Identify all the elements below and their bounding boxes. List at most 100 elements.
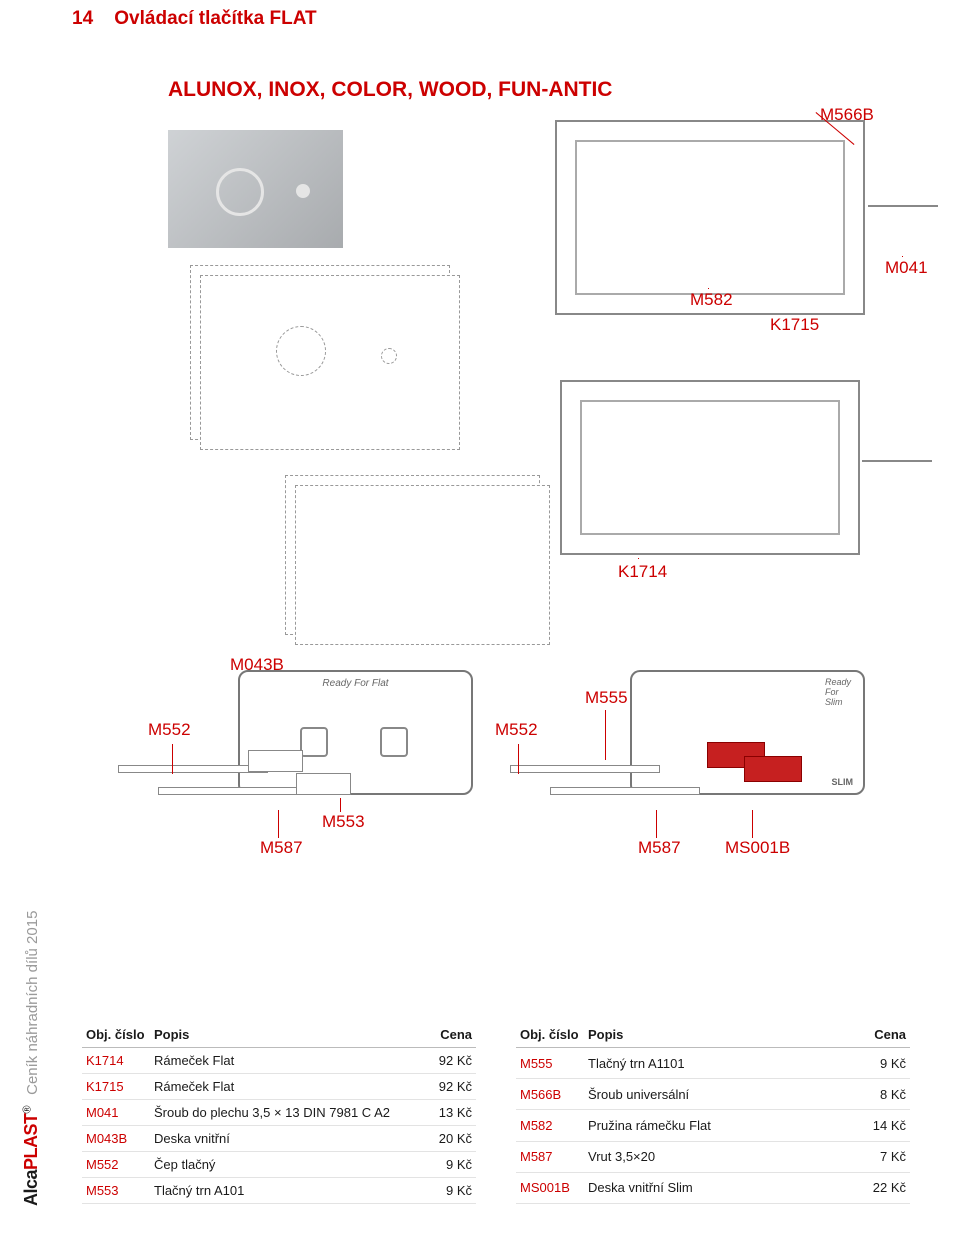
cell-desc: Rámeček Flat — [150, 1048, 414, 1074]
table-row: M566BŠroub universální8 Kč — [516, 1079, 910, 1110]
cell-code: M041 — [82, 1100, 150, 1126]
page-header: 14 Ovládací tlačítka FLAT — [72, 8, 317, 30]
table-header-row: Obj. číslo Popis Cena — [82, 1022, 476, 1048]
table-row: M552Čep tlačný9 Kč — [82, 1152, 476, 1178]
label-k1715: K1715 — [770, 315, 819, 335]
cell-desc: Šroub universální — [584, 1079, 848, 1110]
cell-code: K1715 — [82, 1074, 150, 1100]
label-ms001b: MS001B — [725, 838, 790, 858]
diagram-red-part — [744, 756, 802, 782]
label-m041: M041 — [885, 258, 928, 278]
cell-desc: Tlačný trn A101 — [150, 1178, 414, 1204]
cell-desc: Vrut 3,5×20 — [584, 1141, 848, 1172]
table-row: M041Šroub do plechu 3,5 × 13 DIN 7981 C … — [82, 1100, 476, 1126]
table-row: M555Tlačný trn A11019 Kč — [516, 1048, 910, 1079]
leader-line — [752, 810, 753, 838]
cell-price: 7 Kč — [848, 1141, 910, 1172]
leader-line — [605, 710, 606, 760]
diagram-frame — [555, 120, 865, 315]
cell-code: M582 — [516, 1110, 584, 1141]
diagram-bolt — [550, 787, 700, 795]
table-row: K1714Rámeček Flat92 Kč — [82, 1048, 476, 1074]
cell-desc: Šroub do plechu 3,5 × 13 DIN 7981 C A2 — [150, 1100, 414, 1126]
table-row: MS001BDeska vnitřní Slim22 Kč — [516, 1172, 910, 1203]
diagram-bolt — [510, 765, 660, 773]
subtitle: ALUNOX, INOX, COLOR, WOOD, FUN-ANTIC — [168, 78, 612, 102]
diagram-bolts — [510, 765, 710, 825]
product-photo — [168, 130, 343, 248]
diagram-bolts — [118, 765, 318, 825]
cell-code: M566B — [516, 1079, 584, 1110]
label-m552-l: M552 — [148, 720, 191, 740]
cell-code: K1714 — [82, 1048, 150, 1074]
label-k1714: K1714 — [618, 562, 667, 582]
brand-part-b: PLAST — [21, 1113, 41, 1170]
label-m552-r: M552 — [495, 720, 538, 740]
cell-desc: Tlačný trn A1101 — [584, 1048, 848, 1079]
cell-desc: Deska vnitřní — [150, 1126, 414, 1152]
col-code: Obj. číslo — [516, 1022, 584, 1048]
label-m587-l: M587 — [260, 838, 303, 858]
tray-text: Ready For Flat — [240, 678, 471, 689]
cell-code: M555 — [516, 1048, 584, 1079]
diagram-circle — [381, 348, 397, 364]
cell-code: M587 — [516, 1141, 584, 1172]
label-m553: M553 — [322, 812, 365, 832]
cell-desc: Rámeček Flat — [150, 1074, 414, 1100]
diagram-screw — [862, 460, 932, 462]
sidebar-brand: AlcaPLAST® Ceník náhradních dílů 2015 — [21, 911, 42, 1206]
table-header-row: Obj. číslo Popis Cena — [516, 1022, 910, 1048]
leader-line — [278, 810, 279, 838]
diagram-bolt — [118, 765, 268, 773]
page-number: 14 — [72, 8, 93, 29]
diagram-assembly-left: Ready For Flat — [138, 670, 488, 845]
col-desc: Popis — [584, 1022, 848, 1048]
leader-line — [638, 558, 639, 559]
diagram-screw — [868, 205, 938, 207]
cell-price: 20 Kč — [414, 1126, 476, 1152]
cell-price: 22 Kč — [848, 1172, 910, 1203]
diagram-inner — [580, 400, 840, 535]
cell-code: M043B — [82, 1126, 150, 1152]
label-m043b: M043B — [230, 655, 284, 675]
cell-code: MS001B — [516, 1172, 584, 1203]
label-m555: M555 — [585, 688, 628, 708]
col-code: Obj. číslo — [82, 1022, 150, 1048]
table-row: M582Pružina rámečku Flat14 Kč — [516, 1110, 910, 1141]
cell-price: 13 Kč — [414, 1100, 476, 1126]
cell-code: M552 — [82, 1152, 150, 1178]
diagram-frame — [560, 380, 860, 555]
cell-price: 8 Kč — [848, 1079, 910, 1110]
page-title: Ovládací tlačítka FLAT — [114, 8, 316, 29]
table-row: M587Vrut 3,5×207 Kč — [516, 1141, 910, 1172]
parts-table-right: Obj. číslo Popis Cena M555Tlačný trn A11… — [516, 1022, 910, 1204]
col-price: Cena — [414, 1022, 476, 1048]
table-row: M043BDeska vnitřní20 Kč — [82, 1126, 476, 1152]
label-m587-r: M587 — [638, 838, 681, 858]
table-row: K1715Rámeček Flat92 Kč — [82, 1074, 476, 1100]
col-desc: Popis — [150, 1022, 414, 1048]
leader-line — [340, 798, 341, 812]
diagram-block — [296, 773, 351, 795]
tray-slim: SLIM — [832, 777, 854, 787]
diagram-panel — [295, 485, 550, 645]
tray-text: Ready For Slim — [825, 678, 851, 708]
table-row: M553Tlačný trn A1019 Kč — [82, 1178, 476, 1204]
diagram-circle — [276, 326, 326, 376]
parts-table-left: Obj. číslo Popis Cena K1714Rámeček Flat9… — [82, 1022, 476, 1204]
diagram-bolt — [158, 787, 308, 795]
diagram-panel — [200, 275, 460, 450]
leader-line — [708, 288, 709, 289]
cell-desc: Čep tlačný — [150, 1152, 414, 1178]
diagram-slot — [380, 727, 408, 757]
label-m582: M582 — [690, 290, 733, 310]
cell-price: 9 Kč — [414, 1152, 476, 1178]
cell-price: 92 Kč — [414, 1048, 476, 1074]
cell-code: M553 — [82, 1178, 150, 1204]
cell-price: 14 Kč — [848, 1110, 910, 1141]
diagram-inner — [575, 140, 845, 295]
parts-tables: Obj. číslo Popis Cena K1714Rámeček Flat9… — [82, 1022, 910, 1204]
leader-line — [902, 256, 903, 257]
brand-reg: ® — [22, 1105, 34, 1113]
col-price: Cena — [848, 1022, 910, 1048]
